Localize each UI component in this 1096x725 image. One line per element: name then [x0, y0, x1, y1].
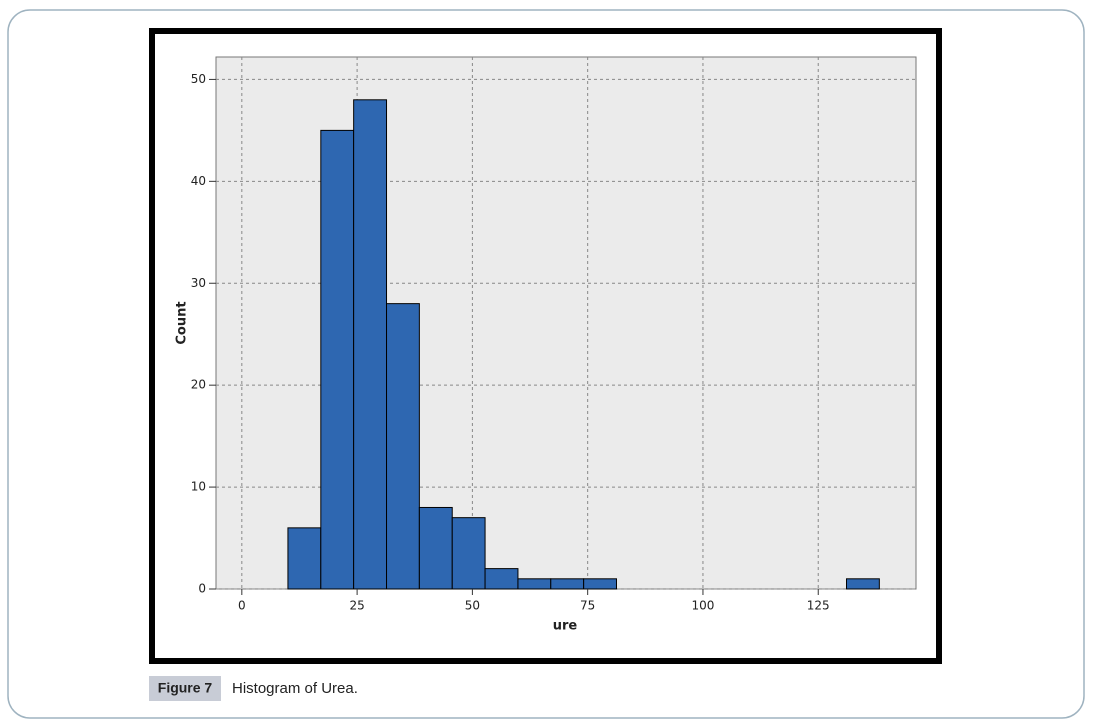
- bar: [418, 506, 453, 590]
- axes: 0 10 20 30 40 50 0 25 50 75 100 125: [191, 72, 830, 613]
- bar: [484, 568, 519, 590]
- bar: [287, 527, 322, 590]
- y-tick-label: 30: [191, 276, 206, 290]
- x-tick-label: 25: [349, 599, 364, 613]
- x-tick-label: 0: [238, 599, 246, 613]
- bar: [550, 578, 585, 590]
- y-tick-label: 20: [191, 378, 206, 392]
- bars: [287, 99, 880, 590]
- x-axis-label: ure: [553, 619, 578, 634]
- x-tick-label: 50: [465, 599, 480, 613]
- bar: [583, 578, 617, 590]
- bar: [517, 578, 552, 590]
- caption-label-box: [149, 676, 221, 701]
- y-tick-label: 10: [191, 480, 206, 494]
- y-tick-label: 0: [198, 582, 206, 596]
- bar: [846, 578, 880, 590]
- bar: [451, 517, 486, 590]
- x-tick-label: 125: [807, 599, 830, 613]
- x-tick-label: 100: [692, 599, 715, 613]
- bar: [386, 303, 420, 590]
- bar: [353, 99, 388, 590]
- caption-label: Figure 7: [158, 680, 213, 696]
- bar: [320, 129, 355, 590]
- y-tick-label: 50: [191, 72, 206, 86]
- y-tick-label: 40: [191, 174, 206, 188]
- caption-text: Histogram of Urea.: [232, 680, 358, 697]
- y-axis-label: Count: [175, 301, 190, 344]
- x-tick-label: 75: [580, 599, 595, 613]
